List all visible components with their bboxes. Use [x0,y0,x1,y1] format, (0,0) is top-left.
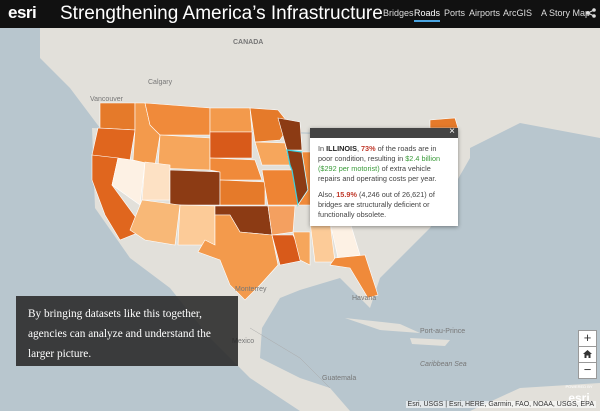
nav-item[interactable]: Roads [414,8,441,22]
popup-paragraph: Also, 15.9% (4,246 out of 26,621) of bri… [318,190,450,220]
state [209,131,253,159]
popup-paragraph: In ILLINOIS, 73% of the roads are in poo… [318,144,450,184]
cost: $2.4 billion ($292 per motorist) [318,154,441,173]
state [267,205,296,236]
nav-item[interactable]: Bridges [383,8,414,18]
map-label: Monterrey [235,286,267,293]
highlight: 15.9% [336,190,357,199]
state [219,179,266,206]
road [249,327,331,389]
map-label: CANADA [233,39,263,46]
app-title: Strengthening America’s Infrastructure [60,3,383,24]
home-button[interactable] [578,346,597,363]
state [99,102,136,131]
popup: × In ILLINOIS, 73% of the roads are in p… [310,126,458,226]
state [209,107,253,133]
powered-by-label: POWERED BY [565,384,593,389]
logo: esri [8,3,37,22]
map-label: Port-au-Prince [420,328,465,335]
text: Also, [318,190,337,199]
zoom-in[interactable]: + [578,330,597,347]
state [141,161,171,201]
share-icon[interactable] [586,8,596,18]
nav-item[interactable]: ArcGIS [503,8,533,18]
nav-item[interactable]: Ports [444,8,466,18]
popup-header: × [310,126,458,138]
state [144,102,211,136]
close-button[interactable]: × [449,126,455,137]
attribution: Esri, USGS | Esri, HERE, Garmin, FAO, NO… [405,401,596,408]
map-label: Calgary [148,79,173,86]
state [277,117,303,151]
map-label: Vancouver [90,96,124,103]
islands [345,318,600,411]
state-name: ILLINOIS [326,144,357,153]
home-icon [583,350,592,358]
state [429,117,459,129]
zoom-out[interactable]: − [578,362,597,379]
text: of the roads are in poor condition, resu… [318,144,437,163]
state [329,254,379,299]
header: esri Strengthening America’s Infrastruct… [0,0,600,28]
map-label: Mexico [232,338,254,345]
map-label: Havana [352,295,376,302]
map-label: Guatemala [322,375,356,382]
nav-item[interactable]: Airports [469,8,501,18]
story-map-link[interactable]: A Story Map [541,8,591,18]
state [292,231,311,266]
text: of extra vehicle repairs and operating c… [318,164,437,183]
state [197,214,279,301]
state [177,204,216,246]
state [91,127,136,161]
caption: By bringing datasets like this together,… [16,296,238,366]
highlight: 73% [361,144,376,153]
text: (4,246 out of 26,621) of bridges are str… [318,190,435,219]
state [129,199,181,246]
text: In [318,144,327,153]
text: , [356,144,361,153]
state [169,169,221,206]
map-label: Caribbean Sea [420,361,467,368]
